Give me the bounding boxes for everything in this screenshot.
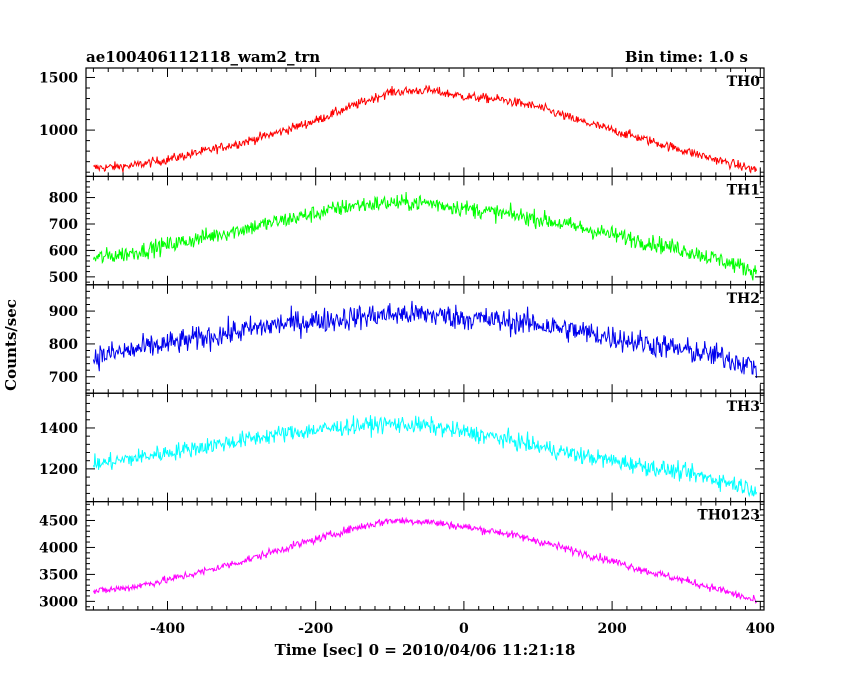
chart-title: ae100406112118_wam2_trn [86, 48, 320, 66]
series-line-th1 [92, 191, 758, 281]
y-tick-label: 700 [49, 217, 78, 233]
panel-label: TH1 [727, 182, 760, 198]
series-line-th0123 [92, 516, 757, 604]
y-tick-label: 4500 [39, 513, 78, 529]
panel-frame [85, 501, 765, 611]
panel-frame [85, 67, 765, 178]
panel-th2: 700 800 900 TH2 [49, 284, 765, 394]
panel-th0123: 3000 3500 4000 4500 TH0123 [39, 501, 765, 611]
y-tick-label: 1000 [39, 123, 78, 139]
x-axis-title: Time [sec] 0 = 2010/04/06 11:21:18 [275, 641, 576, 659]
series-line-th3 [92, 415, 758, 498]
y-tick-label: 1400 [39, 421, 78, 437]
panel-label: TH2 [727, 291, 760, 307]
x-tick-label: 400 [746, 621, 775, 637]
y-tick-label: 800 [49, 337, 78, 353]
y-tick-label: 3500 [39, 567, 78, 583]
x-tick-label: 0 [459, 621, 469, 637]
x-tick-label: -400 [150, 621, 185, 637]
panel-frame [85, 392, 765, 503]
bin-time-label: Bin time: 1.0 s [625, 48, 748, 66]
y-tick-label: 3000 [39, 594, 78, 610]
panel-label: TH0 [727, 74, 761, 90]
y-tick-label: 600 [49, 243, 78, 259]
panel-th1: 500 600 700 800 TH1 [49, 175, 765, 286]
panel-th0: 1000 1500 TH0 [39, 67, 765, 178]
y-tick-label: 1200 [39, 462, 78, 478]
x-tick-label: -200 [298, 621, 333, 637]
y-tick-label: 4000 [39, 540, 78, 556]
y-axis-title: Counts/sec [2, 299, 20, 391]
panel-frame [85, 284, 765, 394]
panel-th3: 1200 1400 TH3 [39, 392, 765, 503]
x-tick-label: 200 [597, 621, 626, 637]
series-line-th0 [93, 84, 758, 174]
y-tick-label: 800 [49, 191, 78, 207]
y-tick-label: 700 [49, 370, 78, 386]
panel-label: TH3 [727, 399, 760, 415]
series-line-th2 [92, 300, 758, 379]
y-tick-label: 500 [49, 270, 78, 286]
panel-frame [85, 175, 765, 286]
y-tick-label: 1500 [39, 70, 78, 86]
panel-label: TH0123 [697, 508, 760, 524]
y-tick-label: 900 [49, 304, 78, 320]
panels-group: 1000 1500 TH0 500 600 700 800 TH1 700 800 900 TH2 12… [39, 67, 775, 637]
